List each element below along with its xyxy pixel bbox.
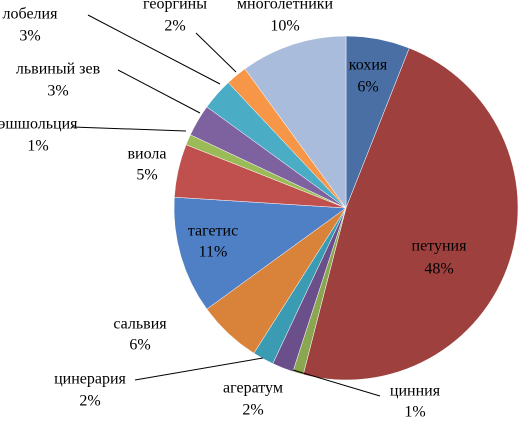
- value-label: 1%: [27, 138, 48, 155]
- slice-label: агератум: [223, 380, 283, 397]
- leader-lines: [71, 14, 381, 397]
- slice-label: эшшольция: [0, 116, 78, 133]
- slice: [302, 47, 519, 381]
- leader-line: [117, 69, 201, 114]
- value-label: 2%: [79, 393, 100, 410]
- value-label: 1%: [404, 404, 425, 421]
- leader-line: [292, 369, 381, 397]
- leader-line: [134, 357, 264, 381]
- slice-label: георгины: [143, 0, 207, 13]
- slice-label: кохия: [349, 57, 388, 74]
- leader-line: [87, 14, 221, 85]
- leader-line: [71, 126, 187, 132]
- labels: кохия 6% петуния 48% цинния 1% агератум 2% цинер…: [0, 0, 467, 421]
- value-label: 6%: [357, 79, 378, 96]
- slice: [173, 196, 347, 310]
- slice-label: лобелия: [3, 6, 59, 23]
- value-label: 2%: [164, 18, 185, 35]
- value-label: 2%: [242, 402, 263, 419]
- value-label: 48%: [424, 261, 453, 278]
- slice-label: многолетники: [237, 0, 334, 13]
- slice: [244, 35, 347, 209]
- value-label: 6%: [129, 337, 150, 354]
- pie: [173, 35, 519, 381]
- value-label: 3%: [47, 83, 68, 100]
- value-label: 3%: [19, 28, 40, 45]
- slice-label: петуния: [412, 238, 468, 255]
- value-label: 10%: [270, 18, 299, 35]
- slice-label: цинния: [390, 383, 441, 400]
- slice-label: сальвия: [113, 316, 167, 333]
- value-label: 11%: [199, 244, 228, 261]
- value-label: 5%: [136, 167, 157, 184]
- slice-label: виола: [128, 146, 167, 163]
- slice-label: львиный зев: [16, 61, 101, 78]
- leader-line: [195, 32, 237, 73]
- slice-label: цинерария: [54, 371, 126, 388]
- slice-label: тагетис: [188, 223, 238, 240]
